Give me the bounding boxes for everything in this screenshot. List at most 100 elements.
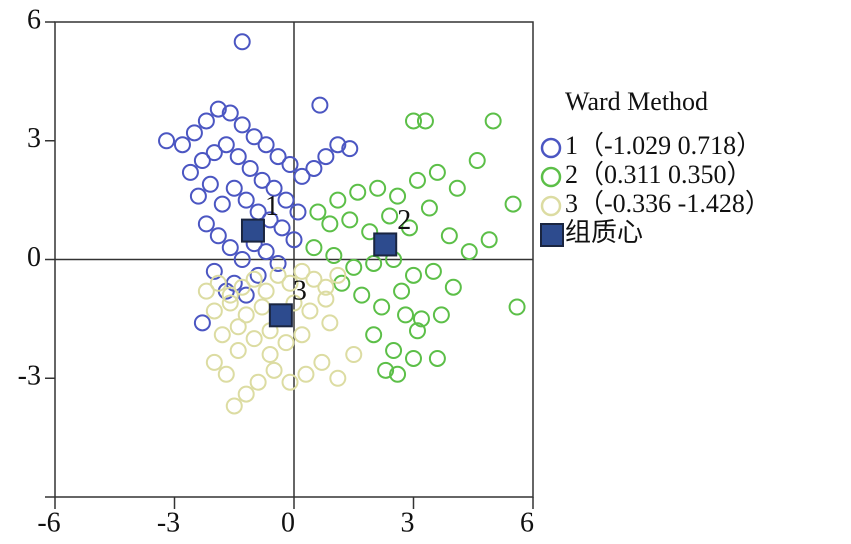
- point: [480, 231, 498, 249]
- point: [213, 326, 231, 344]
- point: [369, 179, 387, 197]
- point: [249, 266, 267, 284]
- point: [317, 278, 335, 296]
- legend-marker: [540, 166, 562, 188]
- x-tick-label: 3: [401, 507, 415, 538]
- point: [349, 183, 367, 201]
- legend-label: 2（0.311 0.350）: [565, 160, 753, 189]
- point: [261, 346, 279, 363]
- legend-label: 1（-1.029 0.718）: [565, 131, 762, 160]
- point: [444, 278, 462, 296]
- point: [249, 373, 267, 391]
- point: [305, 239, 323, 257]
- point: [205, 262, 223, 280]
- point: [365, 254, 383, 272]
- y-tick-label: 0: [27, 242, 41, 273]
- point: [377, 361, 395, 379]
- point: [273, 219, 291, 237]
- point: [305, 270, 323, 288]
- point: [297, 365, 315, 383]
- point: [281, 373, 299, 391]
- legend-marker: [540, 137, 562, 159]
- x-tick-label: -6: [37, 507, 60, 538]
- point: [197, 215, 215, 233]
- point: [333, 274, 351, 292]
- point: [401, 219, 419, 237]
- point: [448, 179, 466, 197]
- legend-marker: [540, 223, 564, 247]
- legend-marker: [540, 195, 562, 217]
- point: [353, 286, 371, 304]
- point: [221, 294, 239, 312]
- point: [361, 223, 379, 241]
- point: [197, 282, 215, 300]
- point: [277, 191, 295, 209]
- point: [412, 310, 430, 328]
- point: [325, 247, 343, 265]
- point: [393, 282, 411, 300]
- y-tick-label: -3: [18, 361, 41, 392]
- point: [233, 33, 251, 51]
- point: [257, 136, 275, 154]
- point: [225, 397, 243, 415]
- point: [257, 243, 275, 261]
- point: [305, 159, 323, 177]
- point: [293, 262, 311, 280]
- y-tick-label: 3: [27, 123, 41, 154]
- point: [257, 282, 275, 300]
- point: [265, 361, 283, 379]
- point: [309, 203, 327, 221]
- point: [484, 112, 502, 130]
- point: [424, 262, 442, 280]
- point: [301, 302, 319, 320]
- point: [373, 298, 391, 316]
- centroid-label: 1: [265, 191, 279, 222]
- point: [405, 266, 422, 284]
- point: [428, 163, 446, 181]
- point: [205, 144, 223, 162]
- point: [233, 278, 251, 296]
- legend-label: 3（-0.336 -1.428）: [565, 189, 771, 218]
- point: [293, 326, 311, 344]
- point: [504, 195, 522, 213]
- point: [205, 302, 223, 320]
- point: [185, 124, 203, 142]
- point: [321, 215, 339, 233]
- point: [181, 163, 199, 181]
- point: [213, 195, 231, 213]
- point: [289, 203, 307, 221]
- point: [281, 274, 299, 292]
- point: [345, 258, 363, 276]
- point: [245, 330, 263, 348]
- point: [345, 346, 363, 363]
- point: [225, 179, 243, 197]
- centroid-label: 3: [293, 276, 307, 307]
- point: [253, 171, 271, 189]
- point: [381, 207, 399, 225]
- point: [508, 298, 526, 316]
- point: [209, 274, 227, 292]
- centroid: [268, 303, 293, 328]
- point: [416, 112, 434, 130]
- point: [245, 270, 263, 288]
- point: [221, 286, 239, 304]
- point: [233, 251, 251, 268]
- point: [428, 349, 446, 367]
- y-tick-label: 6: [27, 4, 41, 35]
- point: [193, 314, 211, 332]
- point: [265, 179, 283, 197]
- point: [229, 318, 247, 336]
- point: [229, 342, 247, 360]
- point: [329, 191, 347, 209]
- point: [221, 104, 239, 122]
- point: [321, 314, 339, 332]
- point: [269, 254, 287, 272]
- legend-label: 组质心: [565, 218, 643, 247]
- point: [313, 353, 331, 371]
- point: [397, 306, 415, 324]
- point: [293, 167, 311, 185]
- point: [229, 148, 247, 166]
- point: [405, 349, 422, 367]
